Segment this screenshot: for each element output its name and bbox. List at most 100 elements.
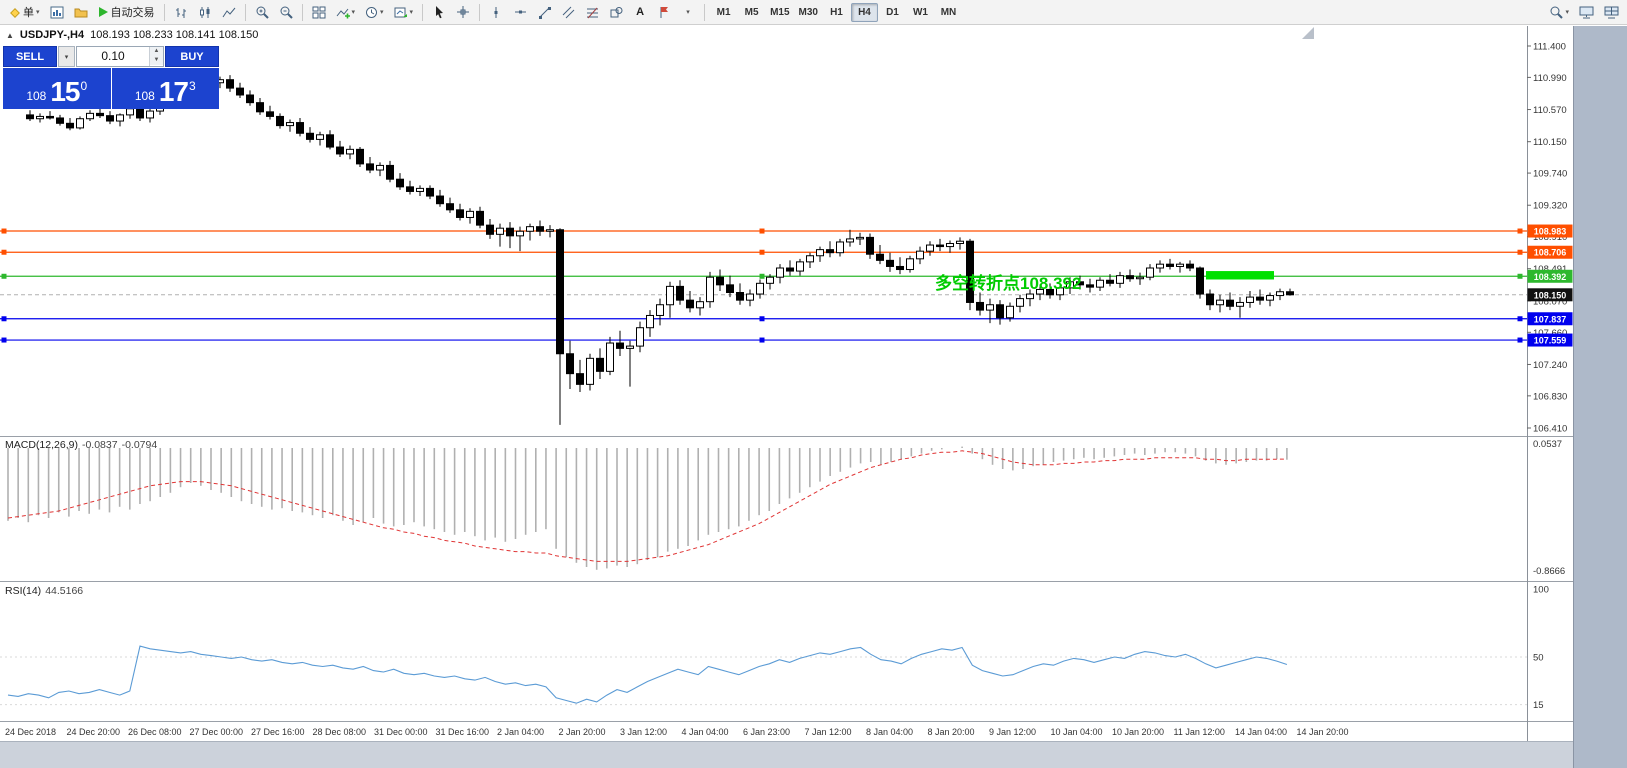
indicators-button[interactable]: ▾ bbox=[332, 2, 360, 22]
new-order-icon bbox=[10, 7, 20, 18]
more-objects-button[interactable]: ▾ bbox=[677, 2, 699, 22]
spin-down-icon[interactable]: ▼ bbox=[150, 56, 163, 65]
timeframe-m15[interactable]: M15 bbox=[766, 3, 793, 22]
hline-handle[interactable] bbox=[759, 337, 765, 343]
shapes-tool[interactable] bbox=[605, 2, 627, 22]
hline-handle[interactable] bbox=[1, 249, 7, 255]
templates-button[interactable]: ▾ bbox=[390, 2, 418, 22]
macd-name: MACD(12,26,9) bbox=[5, 439, 78, 451]
hline-handle[interactable] bbox=[759, 316, 765, 322]
price-tag bbox=[1527, 224, 1573, 238]
timeframe-w1[interactable]: W1 bbox=[907, 3, 934, 22]
highlight-rectangle-object[interactable] bbox=[1206, 271, 1274, 280]
chart-window-icon bbox=[50, 6, 64, 18]
periods-button[interactable]: ▾ bbox=[361, 2, 388, 22]
hline-handle[interactable] bbox=[759, 249, 765, 255]
timeframe-m1[interactable]: M1 bbox=[710, 3, 737, 22]
bottom-strip[interactable] bbox=[0, 741, 1573, 768]
hline-handle[interactable] bbox=[1, 337, 7, 343]
hline-handle[interactable] bbox=[1, 228, 7, 234]
chart-header: ▲ USDJPY-,H4 108.193 108.233 108.141 108… bbox=[6, 29, 258, 41]
arrow-label-tool[interactable] bbox=[653, 2, 675, 22]
horizontal-line-tool[interactable] bbox=[509, 2, 531, 22]
candlestick-chart-button[interactable] bbox=[194, 2, 216, 22]
ohlc-values: 108.193 108.233 108.141 108.150 bbox=[90, 29, 259, 41]
channel-tool[interactable] bbox=[557, 2, 579, 22]
svg-text:107.837: 107.837 bbox=[1534, 314, 1567, 324]
svg-text:24 Dec 20:00: 24 Dec 20:00 bbox=[67, 727, 121, 737]
sell-button[interactable]: SELL bbox=[3, 46, 57, 67]
window-list-button[interactable] bbox=[1600, 2, 1623, 22]
autotrading-button[interactable]: 自动交易 bbox=[94, 2, 159, 22]
hline-handle[interactable] bbox=[759, 273, 765, 279]
zoom-out-button[interactable] bbox=[275, 2, 297, 22]
trendline-tool[interactable] bbox=[533, 2, 555, 22]
timeframe-h1[interactable]: H1 bbox=[823, 3, 850, 22]
svg-text:27 Dec 00:00: 27 Dec 00:00 bbox=[190, 727, 244, 737]
search-button[interactable]: ▾ bbox=[1545, 2, 1573, 22]
hline-handle[interactable] bbox=[1517, 228, 1523, 234]
text-tool[interactable]: A bbox=[629, 2, 651, 22]
time-axis[interactable]: 24 Dec 2018 24 Dec 20:00 26 Dec 08:00 27 De… bbox=[5, 727, 1349, 737]
svg-text:107.240: 107.240 bbox=[1533, 360, 1567, 371]
ocp-controls-row: SELL ▾ 0.10 ▲ ▼ BUY bbox=[3, 46, 219, 67]
new-order-button[interactable]: 单 ▾ bbox=[4, 2, 44, 22]
svg-text:108.150: 108.150 bbox=[1534, 290, 1567, 300]
timeframe-h4[interactable]: H4 bbox=[850, 2, 878, 22]
svg-text:7 Jan 12:00: 7 Jan 12:00 bbox=[805, 727, 852, 737]
sell-price-display[interactable]: 108 15 0 bbox=[3, 68, 111, 109]
scroll-end-marker-icon[interactable] bbox=[1302, 27, 1314, 39]
svg-text:31 Dec 16:00: 31 Dec 16:00 bbox=[436, 727, 490, 737]
hline-handle[interactable] bbox=[1517, 249, 1523, 255]
volume-spinner[interactable]: ▲ ▼ bbox=[149, 47, 163, 66]
crosshair-button[interactable] bbox=[452, 2, 474, 22]
hline-handle[interactable] bbox=[1517, 337, 1523, 343]
hline-handle[interactable] bbox=[759, 228, 765, 234]
profiles-button[interactable] bbox=[70, 2, 92, 22]
cursor-button[interactable] bbox=[428, 2, 450, 22]
timeframe-d1[interactable]: D1 bbox=[879, 3, 906, 22]
hline-handle[interactable] bbox=[1, 316, 7, 322]
svg-text:14 Jan 04:00: 14 Jan 04:00 bbox=[1235, 727, 1287, 737]
macd-label: MACD(12,26,9) -0.0837 -0.0794 bbox=[5, 439, 157, 451]
annotation-text[interactable]: 多空转折点108.392 bbox=[935, 273, 1081, 293]
svg-text:8 Jan 04:00: 8 Jan 04:00 bbox=[866, 727, 913, 737]
svg-text:110.990: 110.990 bbox=[1533, 73, 1567, 84]
collapse-panel-arrow[interactable]: ▲ bbox=[6, 30, 14, 40]
hline-handle[interactable] bbox=[1, 273, 7, 279]
timeframe-mn[interactable]: MN bbox=[935, 3, 962, 22]
hline-handle[interactable] bbox=[1517, 316, 1523, 322]
spin-up-icon[interactable]: ▲ bbox=[150, 47, 163, 56]
volume-input[interactable]: 0.10 ▲ ▼ bbox=[76, 46, 164, 67]
ocp-price-row: 108 15 0 108 17 3 bbox=[3, 68, 219, 109]
svg-text:109.320: 109.320 bbox=[1533, 201, 1567, 212]
bar-chart-button[interactable] bbox=[170, 2, 192, 22]
timeframe-m30[interactable]: M30 bbox=[795, 3, 822, 22]
buy-price-main: 108 bbox=[134, 89, 155, 103]
vertical-line-icon bbox=[494, 6, 498, 18]
buy-button[interactable]: BUY bbox=[165, 46, 219, 67]
vertical-line-tool[interactable] bbox=[485, 2, 507, 22]
toolbar-separator bbox=[704, 3, 706, 21]
price-tag bbox=[1527, 245, 1573, 259]
fibonacci-tool[interactable] bbox=[581, 2, 603, 22]
hline-handle[interactable] bbox=[1517, 273, 1523, 279]
svg-text:-0.8666: -0.8666 bbox=[1533, 566, 1565, 577]
line-chart-button[interactable] bbox=[218, 2, 240, 22]
chevron-down-icon: ▾ bbox=[1565, 8, 1569, 16]
buy-price-display[interactable]: 108 17 3 bbox=[111, 68, 219, 109]
timeframe-m5[interactable]: M5 bbox=[738, 3, 765, 22]
new-chart-button[interactable] bbox=[46, 2, 68, 22]
tile-windows-button[interactable] bbox=[308, 2, 330, 22]
svg-text:31 Dec 00:00: 31 Dec 00:00 bbox=[374, 727, 428, 737]
sell-price-sup: 0 bbox=[80, 79, 88, 93]
price-tag bbox=[1527, 269, 1573, 283]
horizontal-line-icon bbox=[514, 10, 526, 14]
fullscreen-button[interactable] bbox=[1575, 2, 1598, 22]
toolbar-separator bbox=[301, 3, 303, 21]
ocp-options-button[interactable]: ▾ bbox=[58, 46, 75, 67]
zoom-in-button[interactable] bbox=[251, 2, 273, 22]
price-tag bbox=[1527, 288, 1573, 302]
